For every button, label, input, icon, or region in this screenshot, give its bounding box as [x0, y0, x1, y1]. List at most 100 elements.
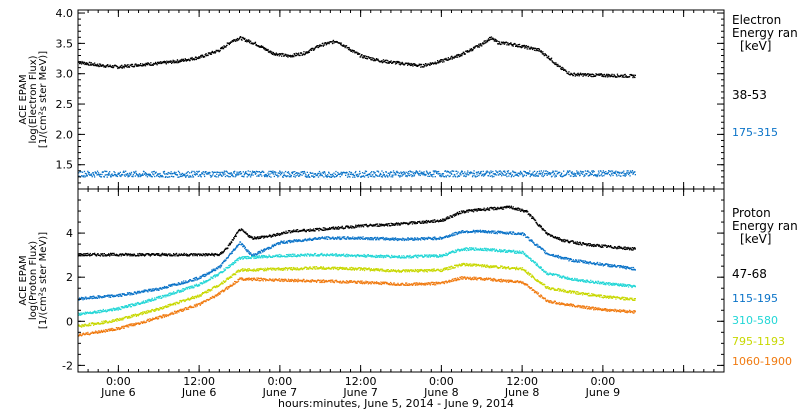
data-point [126, 174, 128, 176]
data-point [248, 175, 250, 177]
data-point [126, 305, 128, 308]
data-point [585, 262, 588, 264]
data-point [255, 238, 258, 240]
data-point [535, 244, 538, 246]
data-point [550, 57, 553, 59]
data-point [599, 74, 601, 76]
data-point [411, 223, 414, 225]
data-point [269, 170, 272, 173]
data-point [505, 174, 507, 176]
data-point [238, 243, 241, 245]
data-point [367, 176, 369, 178]
data-point [611, 73, 613, 75]
data-point [163, 253, 166, 255]
data-point [398, 172, 400, 174]
data-point [106, 170, 108, 173]
data-point [297, 174, 299, 176]
data-point [501, 231, 503, 233]
data-point [92, 295, 94, 298]
data-point [535, 175, 537, 177]
data-point [111, 309, 114, 311]
data-point [249, 42, 251, 44]
data-point [93, 295, 95, 297]
data-point [608, 265, 610, 268]
data-point [89, 297, 91, 299]
data-point [232, 249, 234, 251]
data-point [249, 236, 251, 239]
data-point [417, 171, 419, 173]
data-point [442, 218, 445, 220]
data-point [86, 63, 88, 66]
data-point [445, 59, 447, 61]
data-point [603, 73, 605, 76]
data-point [196, 255, 198, 257]
data-point [413, 222, 415, 224]
data-point [392, 223, 394, 225]
data-point [567, 171, 570, 173]
data-point [144, 173, 146, 175]
data-point [251, 255, 253, 257]
data-point [152, 63, 154, 66]
data-point [367, 238, 369, 241]
data-point [280, 241, 282, 243]
data-point [461, 55, 463, 57]
data-point [505, 205, 508, 207]
data-point [602, 75, 604, 78]
data-point [593, 262, 595, 264]
data-point [426, 237, 428, 239]
data-point [567, 170, 569, 173]
data-point [131, 255, 133, 257]
data-point [533, 242, 535, 244]
data-point [312, 229, 314, 231]
data-point [454, 232, 456, 234]
data-point [515, 207, 517, 209]
data-point [181, 281, 183, 283]
data-point [243, 37, 245, 40]
data-point [229, 244, 231, 246]
data-point [484, 231, 486, 234]
data-point [117, 309, 119, 311]
data-point [271, 51, 273, 53]
data-point [557, 63, 559, 66]
data-point [105, 170, 107, 173]
data-point [634, 174, 636, 176]
data-point [374, 236, 376, 239]
data-point [353, 238, 355, 240]
data-point [381, 237, 384, 240]
data-point [577, 72, 579, 74]
data-point [495, 174, 497, 176]
data-point [109, 255, 111, 257]
data-point [369, 239, 371, 241]
data-point [99, 63, 102, 65]
data-point [573, 72, 575, 74]
data-point [117, 307, 119, 310]
data-point [352, 236, 354, 238]
data-point [171, 254, 173, 256]
data-point [525, 45, 527, 47]
data-point [133, 171, 135, 173]
data-point [330, 228, 332, 230]
data-point [587, 75, 589, 77]
data-point [96, 174, 98, 176]
data-point [171, 285, 173, 287]
data-point [372, 239, 374, 241]
data-point [317, 172, 319, 175]
data-point [332, 237, 335, 240]
data-point [260, 45, 262, 47]
data-point [485, 41, 488, 43]
data-point [146, 176, 149, 178]
data-point [593, 262, 595, 265]
data-point [254, 173, 257, 175]
data-point [128, 253, 131, 256]
data-point [400, 238, 402, 240]
data-point [447, 174, 449, 176]
data-point [264, 175, 266, 178]
data-point [195, 276, 197, 279]
data-point [209, 53, 212, 55]
data-point [135, 65, 137, 67]
data-point [182, 282, 184, 284]
data-point [383, 239, 385, 241]
data-point [142, 302, 144, 304]
data-point [625, 268, 627, 270]
data-point [528, 172, 530, 174]
